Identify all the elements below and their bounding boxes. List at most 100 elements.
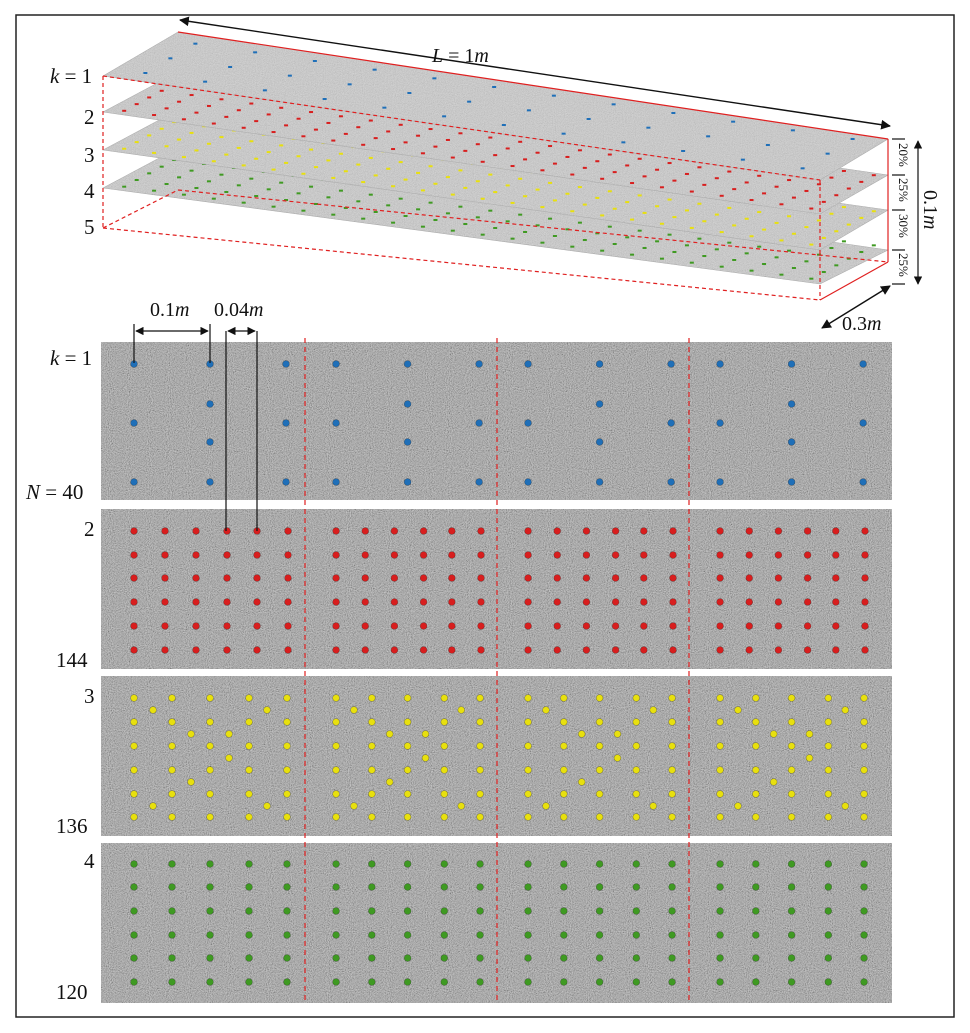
iso-sensor-dot xyxy=(164,183,169,185)
sensor-dot xyxy=(716,646,724,654)
iso-sensor-dot xyxy=(122,109,127,112)
iso-sensor-dot xyxy=(667,198,672,201)
iso-sensor-dot xyxy=(577,149,582,152)
sensor-dot xyxy=(861,622,869,630)
sensor-dot xyxy=(245,954,253,962)
sensor-dot xyxy=(403,694,412,702)
sensor-dot xyxy=(640,551,648,559)
iso-sensor-dot xyxy=(625,201,630,204)
iso-sensor-dot xyxy=(871,174,876,177)
spacing-label-0-1m: 0.1m xyxy=(150,299,189,321)
iso-sensor-dot xyxy=(637,194,642,197)
sensor-dot xyxy=(283,742,291,750)
sensor-dot xyxy=(667,360,675,368)
sensor-dot xyxy=(332,766,340,774)
iso-sensor-dot xyxy=(361,217,366,220)
iso-sensor-dot xyxy=(428,201,433,204)
iso-sensor-dot xyxy=(356,200,361,203)
sensor-dot xyxy=(130,622,138,630)
sensor-dot xyxy=(860,907,868,915)
iso-sensor-dot xyxy=(846,223,851,226)
sensor-dot xyxy=(716,598,724,606)
iso-sensor-dot xyxy=(551,94,556,97)
iso-sensor-dot xyxy=(475,180,480,183)
sensor-dot xyxy=(716,907,724,915)
iso-sensor-dot xyxy=(804,226,809,229)
sensor-dot xyxy=(668,860,676,868)
iso-sensor-dot xyxy=(570,245,575,248)
iso-sensor-dot xyxy=(177,100,182,103)
iso-sensor-dot xyxy=(271,205,276,208)
sensor-dot xyxy=(149,802,157,810)
percent-25-a: 25% xyxy=(896,178,911,202)
iso-sensor-dot xyxy=(122,147,127,150)
sensor-dot xyxy=(582,598,591,606)
sensor-dot xyxy=(803,527,812,535)
iso-sensor-dot xyxy=(607,153,612,156)
iso-sensor-dot xyxy=(271,168,276,171)
iso-sensor-dot xyxy=(433,182,438,185)
iso-sensor-dot xyxy=(600,214,605,217)
iso-sensor-dot xyxy=(347,83,352,86)
sensor-dot xyxy=(130,527,138,535)
sensor-dot xyxy=(361,551,369,559)
iso-sensor-dot xyxy=(284,161,289,164)
sensor-dot xyxy=(640,598,648,606)
sensor-dot xyxy=(168,790,176,798)
sensor-dot xyxy=(245,694,253,702)
iso-sensor-dot xyxy=(548,145,553,148)
sensor-dot xyxy=(206,978,214,986)
sensor-dot xyxy=(595,978,604,986)
iso-sensor-dot xyxy=(809,243,814,246)
sensor-dot xyxy=(476,860,484,868)
sensor-dot xyxy=(130,419,138,427)
iso-layer-3 xyxy=(102,109,889,251)
iso-sensor-dot xyxy=(463,223,468,225)
iso-sensor-dot xyxy=(659,222,664,225)
iso-sensor-dot xyxy=(189,131,194,134)
iso-sensor-dot xyxy=(612,243,617,245)
sensor-dot xyxy=(611,574,620,582)
sensor-dot xyxy=(582,551,591,559)
height-unit: m xyxy=(919,215,941,229)
sensor-dot xyxy=(206,907,214,915)
iso-sensor-dot xyxy=(791,267,796,269)
iso-sensor-dot xyxy=(749,269,754,272)
sensor-dot xyxy=(223,622,231,630)
iso-sensor-dot xyxy=(343,170,348,173)
sensor-dot xyxy=(168,978,176,986)
sensor-dot xyxy=(332,907,340,915)
iso-sensor-dot xyxy=(296,117,301,120)
sensor-dot xyxy=(582,574,591,582)
sensor-dot xyxy=(440,954,448,962)
panel-k-label-1: k = 1 xyxy=(50,346,92,370)
sensor-dot xyxy=(859,478,867,486)
sensor-dot xyxy=(130,860,138,868)
iso-sensor-dot xyxy=(787,249,792,252)
sensor-dot xyxy=(223,646,231,654)
iso-sensor-dot xyxy=(834,264,839,267)
sensor-dot xyxy=(332,883,340,891)
sensor-dot xyxy=(595,790,604,798)
sensor-dot xyxy=(253,574,261,582)
isometric-view: L = 1m 20% 25% 30% 25% 0.1m 0.3m k = 1 2… xyxy=(50,16,941,335)
iso-sensor-dot xyxy=(637,157,642,160)
sensor-dot xyxy=(440,931,448,939)
sensor-dot xyxy=(832,646,840,654)
sensor-dot xyxy=(668,883,676,891)
panel-sensors-2 xyxy=(130,527,869,654)
sensor-dot xyxy=(859,419,867,427)
iso-sensor-dot xyxy=(442,115,447,118)
sensor-dot xyxy=(419,622,428,630)
sensor-dot xyxy=(476,790,484,798)
sensor-dot xyxy=(716,742,724,750)
iso-layer-label-3: 3 xyxy=(84,143,95,167)
sensor-dot xyxy=(283,694,291,702)
iso-sensor-dot xyxy=(727,206,732,209)
iso-sensor-dot xyxy=(386,130,391,133)
iso-sensor-dot xyxy=(684,244,689,247)
iso-sensor-dot xyxy=(672,216,677,219)
sensor-dot xyxy=(824,766,832,774)
iso-sensor-dot xyxy=(731,120,736,123)
sensor-dot xyxy=(787,954,796,962)
